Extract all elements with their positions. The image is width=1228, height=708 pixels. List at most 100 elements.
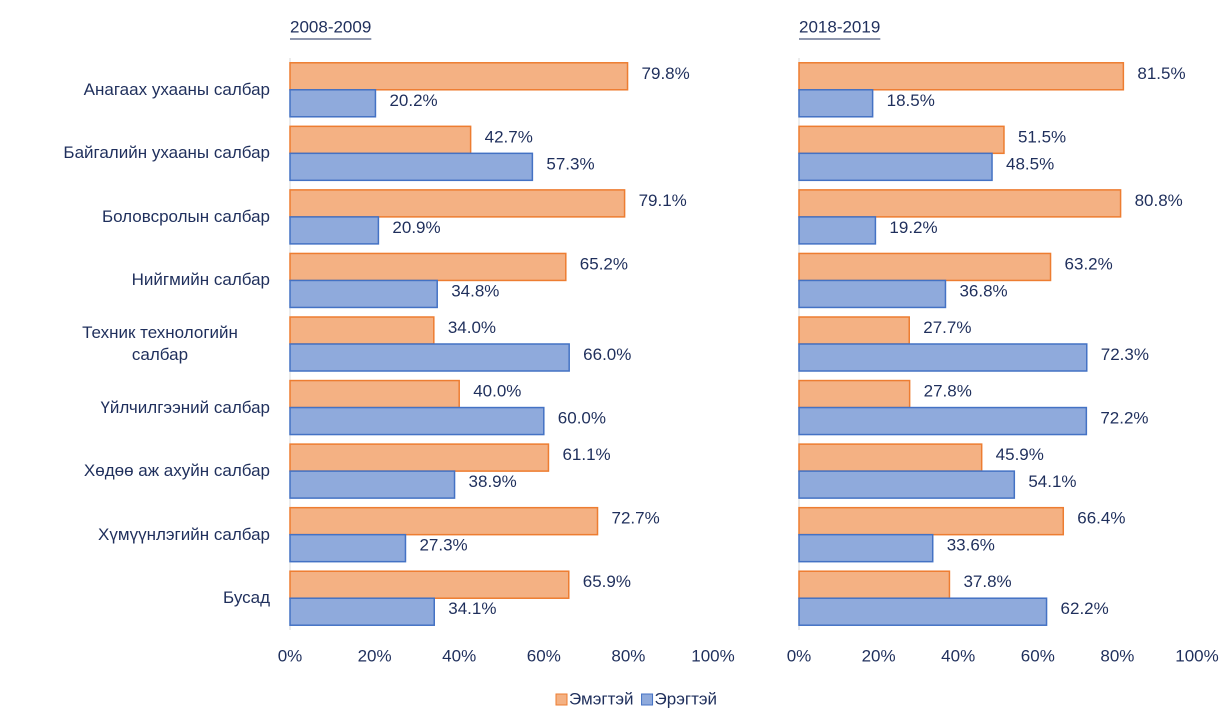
value-label: 72.2% xyxy=(1100,409,1148,428)
bar xyxy=(289,125,472,155)
bar xyxy=(798,316,910,345)
bar xyxy=(289,189,626,218)
y-tick-label: Үйлчилгээний салбар xyxy=(100,397,270,417)
value-label: 62.2% xyxy=(1061,599,1109,618)
bar xyxy=(798,189,1122,218)
bar xyxy=(289,316,435,345)
value-label: 34.0% xyxy=(448,318,496,337)
bar xyxy=(289,252,567,282)
bar xyxy=(798,470,1016,499)
x-tick-label: 40% xyxy=(442,646,476,665)
value-label: 54.1% xyxy=(1028,472,1076,491)
y-tick-label: Хүмүүнлэгийн салбар xyxy=(98,524,270,544)
bar xyxy=(289,343,570,372)
value-label: 65.2% xyxy=(580,254,628,273)
value-label: 60.0% xyxy=(558,409,606,428)
chart-title: 2018-2019 xyxy=(799,17,880,36)
bar xyxy=(798,125,1005,155)
value-label: 45.9% xyxy=(996,445,1044,464)
value-label: 38.9% xyxy=(469,472,517,491)
value-label: 27.3% xyxy=(419,536,467,555)
bar xyxy=(289,89,377,118)
y-tick-label: Техник технологийн салбар xyxy=(82,323,238,364)
y-tick-label: Байгалийн ухааны салбар xyxy=(63,143,270,163)
value-label: 66.0% xyxy=(583,345,631,364)
value-label: 63.2% xyxy=(1065,254,1113,273)
x-tick-label: 60% xyxy=(527,646,561,665)
bar xyxy=(798,506,1065,536)
value-label: 36.8% xyxy=(959,281,1007,300)
value-label: 72.3% xyxy=(1101,345,1149,364)
value-label: 51.5% xyxy=(1018,127,1066,146)
x-tick-label: 60% xyxy=(1021,646,1055,665)
y-tick-label: Анагаах ухааны салбар xyxy=(83,79,270,99)
x-tick-label: 20% xyxy=(862,646,896,665)
value-label: 34.1% xyxy=(448,599,496,618)
value-label: 20.2% xyxy=(389,91,437,110)
x-tick-label: 20% xyxy=(358,646,392,665)
bar xyxy=(798,406,1088,436)
x-tick-label: 0% xyxy=(787,646,812,665)
value-label: 48.5% xyxy=(1006,154,1054,173)
value-label: 79.8% xyxy=(642,64,690,83)
value-label: 27.8% xyxy=(924,382,972,401)
legend-label: Эрэгтэй xyxy=(655,689,718,708)
y-tick-label: Боловсролын салбар xyxy=(101,206,270,226)
legend-swatch xyxy=(641,693,654,706)
bar xyxy=(289,152,534,182)
bar xyxy=(289,570,570,599)
x-tick-label: 0% xyxy=(278,646,303,665)
value-label: 18.5% xyxy=(887,91,935,110)
value-label: 33.6% xyxy=(947,536,995,555)
bar xyxy=(289,506,599,536)
value-label: 34.8% xyxy=(451,281,499,300)
y-tick-label: Бусад xyxy=(223,588,270,608)
x-tick-label: 40% xyxy=(941,646,975,665)
y-tick-label: Нийгмийн салбар xyxy=(131,270,270,290)
value-label: 81.5% xyxy=(1137,64,1185,83)
value-label: 19.2% xyxy=(889,218,937,237)
value-label: 66.4% xyxy=(1077,509,1125,528)
bar xyxy=(798,379,911,409)
bar xyxy=(289,216,380,245)
bar xyxy=(798,279,947,309)
bar xyxy=(798,152,993,182)
x-tick-label: 80% xyxy=(611,646,645,665)
bar xyxy=(798,89,874,118)
bar xyxy=(798,533,934,563)
value-label: 42.7% xyxy=(485,127,533,146)
bar xyxy=(289,470,456,499)
legend-label: Эмэгтэй xyxy=(569,689,634,708)
value-label: 65.9% xyxy=(583,572,631,591)
value-label: 80.8% xyxy=(1135,191,1183,210)
chart-title: 2008-2009 xyxy=(290,17,371,36)
value-label: 72.7% xyxy=(612,509,660,528)
y-tick-label: Хөдөө аж ахуйн салбар xyxy=(83,461,270,481)
x-tick-label: 100% xyxy=(1175,646,1218,665)
value-label: 40.0% xyxy=(473,382,521,401)
legend-swatch xyxy=(555,693,568,706)
bar xyxy=(798,597,1048,626)
bar xyxy=(289,379,460,409)
bar xyxy=(289,533,407,563)
value-label: 20.9% xyxy=(392,218,440,237)
bar xyxy=(798,443,983,472)
bar xyxy=(289,597,435,626)
value-label: 79.1% xyxy=(639,191,687,210)
bar xyxy=(289,62,629,91)
bar xyxy=(289,279,438,309)
value-label: 61.1% xyxy=(562,445,610,464)
value-label: 57.3% xyxy=(546,154,594,173)
bar xyxy=(289,406,545,436)
x-tick-label: 100% xyxy=(691,646,734,665)
bar xyxy=(289,443,550,472)
bar xyxy=(798,570,951,599)
x-tick-label: 80% xyxy=(1100,646,1134,665)
bar xyxy=(798,252,1052,282)
value-label: 27.7% xyxy=(923,318,971,337)
value-label: 37.8% xyxy=(963,572,1011,591)
bar xyxy=(798,62,1125,91)
bar xyxy=(798,343,1088,372)
